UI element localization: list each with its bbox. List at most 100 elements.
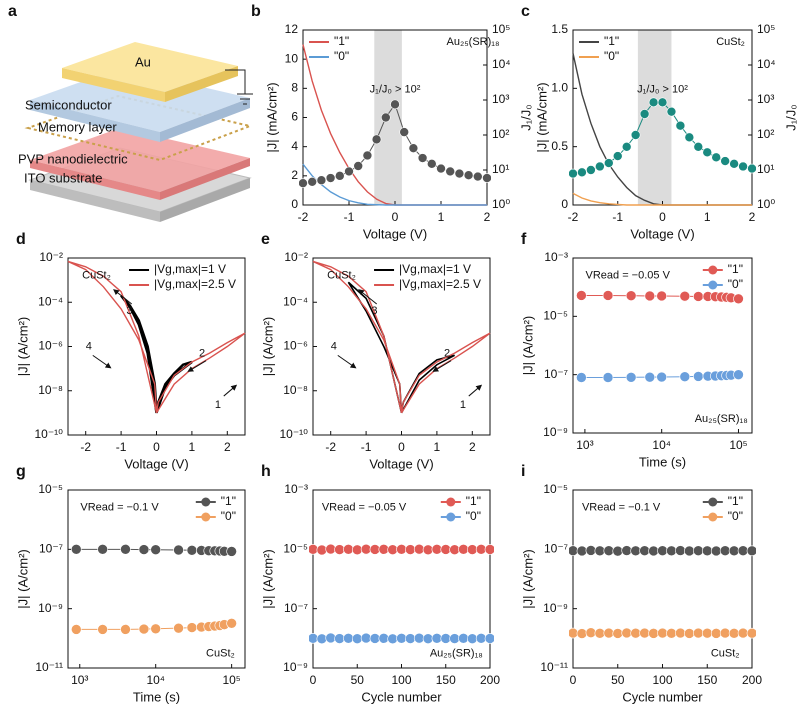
data-point [70,624,82,635]
panel-label: i [521,463,525,480]
x-tick-label: -1 [361,440,372,454]
x-tick-label: 0 [398,440,405,454]
data-point [120,544,131,555]
panel-label: e [261,231,270,248]
data-point [737,627,749,639]
y2-tick-label: 10⁴ [757,57,776,71]
data-point [97,544,108,555]
chart: h 0 50 100 150 200 10⁻⁹ 10⁻⁷ 10⁻⁵ 10⁻³ Cycle numbe… [260,463,500,704]
data-point [458,544,469,555]
x-tick-label: 200 [480,673,500,687]
data-point [440,633,452,644]
data-point [656,371,667,383]
data-point [733,369,744,380]
panel-label: c [521,3,530,20]
y-tick-label: 10⁻⁷ [544,367,568,381]
x-axis-label: Cycle number [622,689,703,704]
annotation: 1 [215,399,221,411]
data-point [299,178,308,188]
data-point [426,159,437,169]
data-point [362,150,373,161]
chart: g 10³ 10⁴ 10⁵ 10⁻¹¹ 10⁻⁹ 10⁻⁷ 10⁻⁵ Time (s) |J| (… [15,463,246,704]
layer-label: Au [135,54,151,69]
data-point [729,159,739,169]
y-tick-label: 12 [285,22,299,36]
data-point [351,544,363,556]
data-point [710,545,722,557]
data-point [353,161,364,171]
y2-tick-label: 10³ [757,92,774,106]
x-tick-label: 1 [189,440,196,454]
y-tick-label: 10⁻⁷ [544,542,568,556]
data-point [309,633,319,644]
data-point [625,372,637,383]
chart: b-2 -1 0 1 202468101210⁰10¹10²10³10⁴10⁵Volta… [251,3,533,241]
data-point [334,544,345,555]
annotation: CuSt₂ [206,648,235,660]
legend-label: "1" [221,494,236,508]
data-point [644,290,656,302]
data-point [138,623,150,635]
x-tick-label: 0 [659,210,666,224]
data-point [378,633,390,644]
data-point [150,544,161,556]
data-point [692,627,704,639]
legend-label: "1" [334,34,349,48]
au-side [62,68,165,102]
y-axis-label: |J| (A/cm²) [260,549,275,608]
data-point [666,106,677,117]
data-point [484,633,494,644]
y-tick-label: 10⁻⁴ [283,294,308,308]
legend-marker [446,512,456,522]
data-point [97,624,108,635]
data-point [413,632,425,644]
data-point [612,545,624,557]
data-point [422,633,434,645]
data-point [577,167,587,178]
y-axis-label: |J| (A/cm²) [260,317,275,376]
annotation: VRead = −0.1 V [80,502,159,514]
data-point [603,545,615,556]
plot-area [576,290,744,383]
panel-label: f [521,231,527,248]
data-point [603,158,614,168]
pvp-layer [30,128,250,192]
panel-label: b [251,3,261,20]
plot-area [70,544,237,635]
y-tick-label: 10⁻⁶ [283,339,308,353]
data-point [325,632,337,644]
y-tick-label: 10⁻⁴ [38,294,63,308]
annotation: J₁/J₀ > 10² [637,83,688,95]
data-point [585,545,597,556]
data-point [639,109,650,119]
legend-label: "1" [728,262,743,276]
y-tick-label: 10⁻⁹ [283,660,308,674]
series-line [572,192,752,206]
chart: d -2 -1 0 1 2 10⁻¹⁰ 10⁻⁸ 10⁻⁶ 10⁻⁴ 10⁻² Voltage (V)… [15,231,246,471]
data-point [675,545,686,556]
plot-frame [67,489,246,669]
data-point [316,633,328,645]
data-point [603,627,615,639]
y-tick-label: 0 [561,197,568,211]
annotation: Au₂₅(SR)₁₈ [695,413,748,425]
data-point [585,627,597,638]
series-line [347,281,455,414]
data-point [602,372,614,383]
data-point [226,618,237,629]
x-tick-label: 0 [153,440,160,454]
data-point [720,156,730,166]
data-point [334,171,345,181]
data-point [440,544,452,555]
x-tick-label: 10⁵ [222,673,240,687]
data-point [463,170,474,181]
data-point [120,624,131,635]
data-point [309,544,319,555]
data-point [405,633,416,644]
data-point [399,127,410,137]
legend-label: "0" [221,509,236,523]
data-point [648,97,659,108]
data-point [431,633,443,644]
y-tick-label: 10⁻² [284,250,308,264]
data-point [396,544,407,555]
